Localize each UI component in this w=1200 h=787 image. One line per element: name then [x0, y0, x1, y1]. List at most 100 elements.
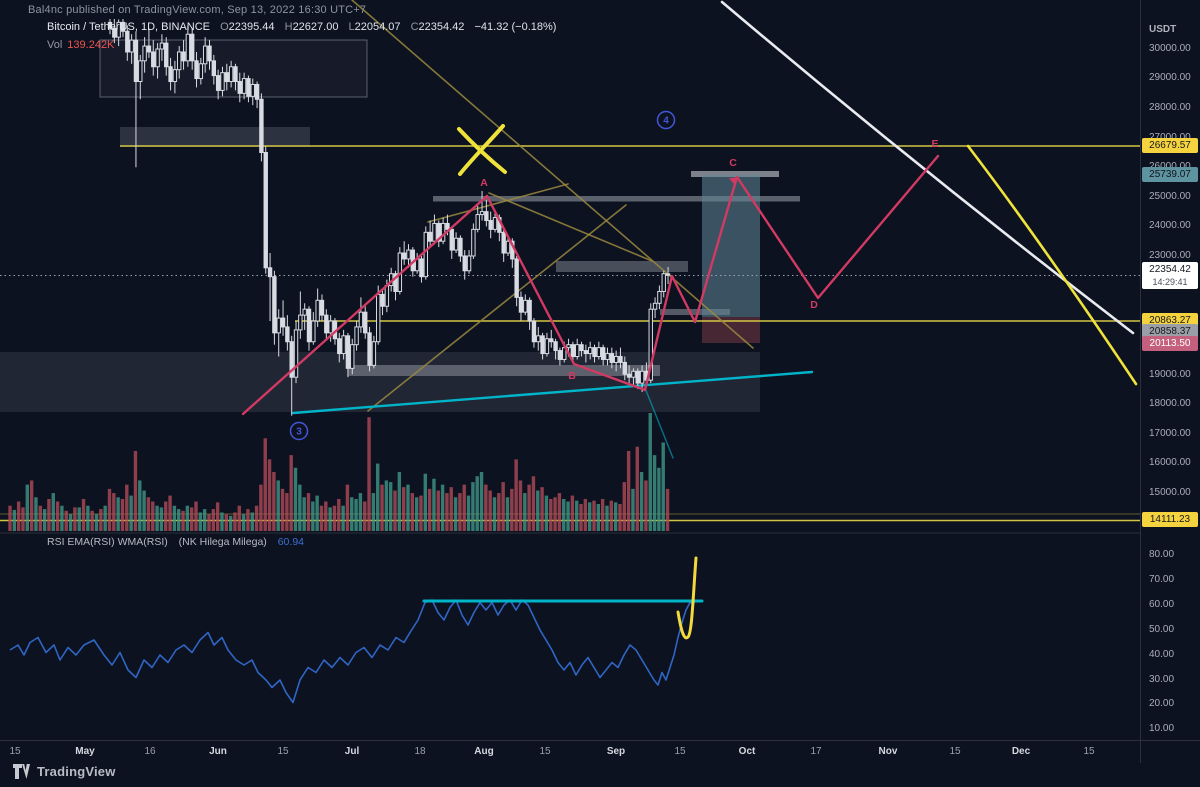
yellow-steep[interactable]	[966, 144, 1138, 386]
candle	[185, 33, 191, 62]
volume-bar	[306, 493, 311, 531]
olive-triangle-top[interactable]	[427, 183, 569, 223]
volume-bar	[168, 495, 172, 531]
volume-bar	[159, 507, 164, 531]
price-axis[interactable]: USDT 30000.00 29000.00 28000.00 27000.00 260…	[1140, 0, 1200, 762]
volume-bar	[64, 510, 68, 531]
candle	[466, 255, 472, 272]
volume-bar	[146, 497, 151, 531]
trendlines-layer[interactable]	[291, 0, 1138, 459]
volume-bar	[47, 498, 51, 531]
indicator-header[interactable]: RSI EMA(RSI) WMA(RSI) (NK Hilega Milega)…	[47, 536, 304, 548]
volume-bar	[540, 487, 544, 531]
candle	[272, 276, 277, 334]
candle	[146, 45, 152, 53]
candle	[202, 45, 208, 65]
white-descending[interactable]	[720, 0, 1135, 335]
volume-bar	[202, 509, 207, 531]
volume-bar	[211, 509, 216, 531]
abcde-zigzag[interactable]	[485, 154, 940, 392]
cyan-small[interactable]	[644, 387, 674, 459]
wave-label-a: A	[480, 177, 488, 189]
olive-descending-2[interactable]	[488, 192, 653, 262]
volume-bar	[172, 505, 177, 531]
x-mark[interactable]	[458, 124, 505, 176]
volume-bar	[514, 459, 518, 531]
supply-strip-top[interactable]	[120, 127, 310, 147]
zones-layer[interactable]	[0, 39, 800, 412]
time-axis[interactable]: 15 May 16 Jun 15 Jul 18 Aug 15 Sep 15 Oct 17 Nov 15 Dec…	[0, 740, 1140, 763]
open-value: 22395.44	[228, 21, 275, 33]
level-strip-23k[interactable]	[556, 261, 688, 272]
olive-ascending[interactable]	[367, 204, 627, 412]
time-axis-tick: Nov	[878, 746, 898, 757]
high-label: H	[284, 21, 293, 33]
symbol-title[interactable]: Bitcoin / TetherUS, 1D, BINANCE	[47, 21, 211, 33]
volume-bar	[652, 455, 657, 531]
volume-bar	[55, 501, 60, 531]
low-value: 22054.07	[354, 21, 401, 33]
candle	[401, 252, 407, 260]
volume-bar	[38, 505, 42, 531]
volume-bar	[350, 497, 354, 531]
price-axis-tick: 50.00	[1149, 624, 1175, 635]
candle	[367, 332, 372, 366]
time-axis-tick: Jun	[209, 746, 227, 757]
volume-bar	[501, 482, 505, 531]
volume-bar	[276, 480, 280, 531]
volume-bar	[618, 504, 622, 531]
volume-bar	[427, 488, 432, 531]
symbol-header[interactable]: Bitcoin / TetherUS, 1D, BINANCE O22395.4…	[47, 21, 556, 33]
circled-number-4[interactable]	[656, 110, 676, 130]
rsi-line	[9, 599, 696, 704]
candle	[592, 347, 597, 358]
time-axis-tick: 15	[9, 746, 21, 757]
target-cap[interactable]	[691, 171, 779, 177]
volume-bar	[311, 501, 315, 531]
olive-descending[interactable]	[351, 0, 754, 349]
impulse-to-A[interactable]	[241, 194, 489, 416]
cyan-support[interactable]	[291, 370, 814, 415]
volume-bar	[388, 482, 393, 531]
candle	[613, 356, 619, 363]
volume-bar	[215, 502, 220, 531]
rsi-yellow-hook[interactable]	[676, 556, 698, 640]
volume-bar	[120, 498, 125, 531]
time-axis-tick: 15	[949, 746, 961, 757]
circled-number-3[interactable]	[289, 421, 309, 441]
level-strip-20k[interactable]	[348, 365, 660, 376]
candle	[631, 370, 636, 378]
volume-bar	[29, 480, 34, 531]
volume-bar	[553, 497, 557, 531]
indicator-title[interactable]: RSI EMA(RSI) WMA(RSI)	[47, 536, 168, 548]
hlines-layer[interactable]	[0, 145, 1140, 522]
volume-bar	[263, 438, 267, 531]
candle	[354, 326, 359, 346]
volume-bar	[432, 478, 436, 531]
volume-bar	[289, 455, 293, 531]
candle	[207, 45, 212, 62]
annotations-layer[interactable]: 34	[289, 110, 676, 441]
volume-bar	[492, 497, 497, 531]
candle	[609, 353, 615, 363]
volume-bar	[332, 505, 337, 531]
entry-strip[interactable]	[660, 309, 730, 315]
candle	[298, 314, 303, 331]
candle	[501, 231, 506, 254]
candle	[181, 51, 186, 62]
price-axis-tick: 30.00	[1149, 674, 1175, 685]
tradingview-logo[interactable]: TradingView	[13, 764, 116, 779]
volume-bar	[125, 484, 129, 531]
candle	[536, 335, 541, 343]
volume-bar	[116, 497, 120, 531]
wave-pattern-layer[interactable]: A B C D E	[241, 138, 940, 416]
price-axis-tick: 25000.00	[1149, 191, 1191, 202]
level-strip-24k[interactable]	[433, 196, 800, 202]
wave-label-b: B	[568, 370, 576, 382]
volume-bar	[293, 467, 298, 531]
wave-label-d: D	[810, 299, 818, 311]
volume-bar	[605, 505, 609, 531]
candle	[380, 293, 385, 307]
volume-bar	[189, 507, 194, 531]
